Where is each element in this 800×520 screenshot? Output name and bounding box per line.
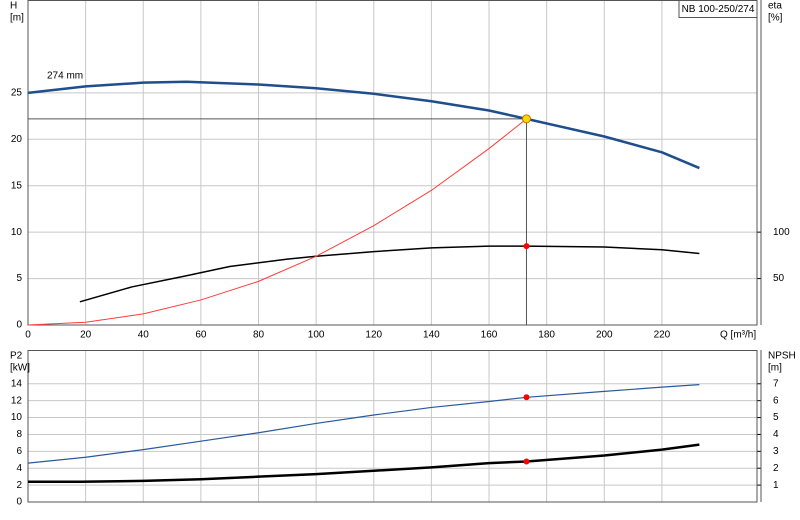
x-tick-label: 20 [80,330,92,341]
x-tick-label: 160 [481,330,498,341]
y-tick-label: 15 [11,180,23,191]
y-tick-label: 14 [11,378,23,389]
duty-point [521,114,531,124]
x-tick-label: 100 [308,330,325,341]
series-line [27,80,700,170]
y-tick-label: 0 [16,497,22,508]
chart-title: NB 100-250/274 [682,4,755,15]
y2-tick-label: 7 [773,378,779,389]
y-tick-label: 5 [16,273,22,284]
series-line [27,118,527,326]
y2-unit: [m] [768,363,782,374]
x-tick-label: 140 [423,330,440,341]
x-tick-label: 60 [195,330,207,341]
y-label: H [10,1,17,12]
y2-tick-label: 3 [773,446,779,457]
y-unit: [kW] [10,363,30,374]
y-tick-label: 20 [11,134,23,145]
y2-tick-label: 2 [773,463,779,474]
title-box [678,0,758,18]
y2-tick-label: 4 [773,429,779,440]
y-tick-label: 6 [16,446,22,457]
y-tick-label: 2 [16,480,22,491]
x-tick-label: 180 [538,330,555,341]
plot-frame [27,0,758,326]
x-tick-label: 200 [596,330,613,341]
x-tick-label: 220 [654,330,671,341]
y2-label: NPSH [768,351,796,362]
series-line [27,384,700,464]
duty-point [523,243,530,250]
duty-point [523,394,530,401]
y-tick-label: 0 [16,320,22,331]
x-tick-label: 120 [365,330,382,341]
y-unit: [m] [10,13,24,24]
series-line [79,245,700,303]
x-tick-label: 80 [253,330,265,341]
y2-tick-label: 1 [773,480,779,491]
y-tick-label: 10 [11,412,23,423]
x-label: Q [m³/h] [720,330,756,341]
plot-frame [27,350,758,503]
y-tick-label: 25 [11,87,23,98]
series-line [28,443,700,483]
y2-tick-label: 5 [773,412,779,423]
y-label: P2 [10,351,23,362]
y-tick-label: 10 [11,227,23,238]
y-tick-label: 8 [16,429,22,440]
x-tick-label: 40 [138,330,150,341]
y-tick-label: 4 [16,463,22,474]
y2-tick-label: 50 [773,273,785,284]
duty-point [523,458,530,465]
curve-annotation: 274 mm [47,71,83,82]
y2-tick-label: 6 [773,395,779,406]
y2-unit: [%] [768,13,783,24]
y2-label: eta [768,1,782,12]
y-tick-label: 12 [11,395,23,406]
x-tick-label: 0 [25,330,31,341]
y2-tick-label: 100 [773,227,790,238]
